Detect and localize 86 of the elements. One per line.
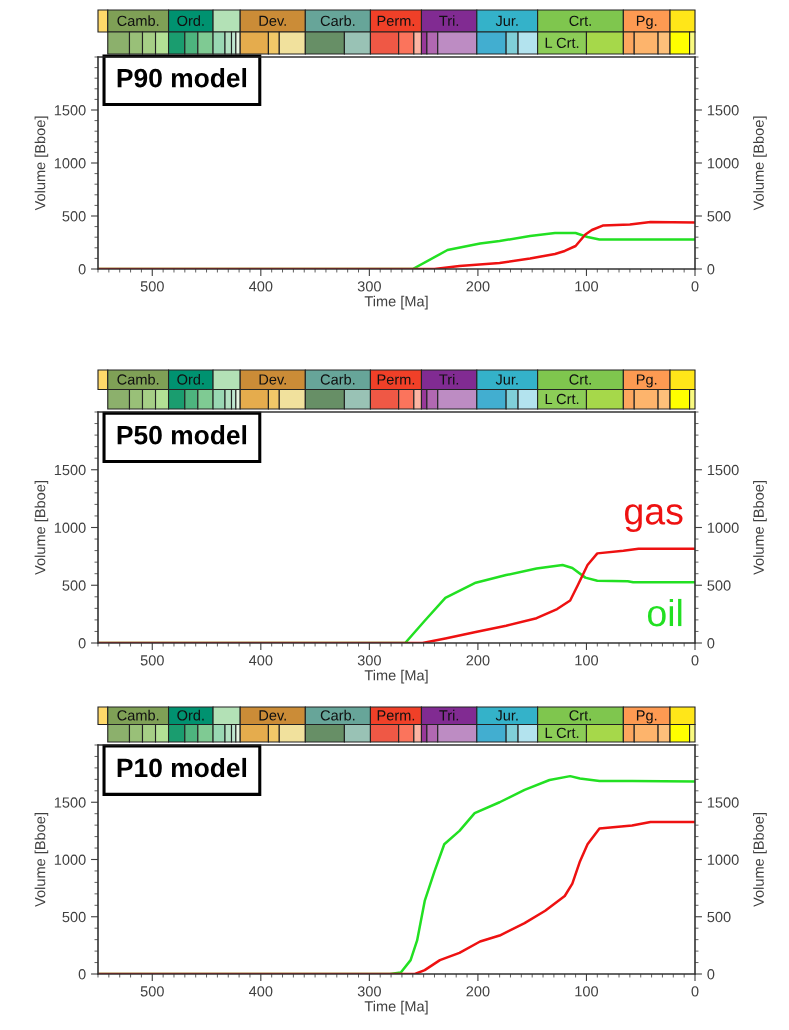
- y2-tick-label: 1000: [707, 854, 739, 865]
- text: Jur.: [495, 15, 518, 27]
- text: Ord.: [177, 709, 204, 721]
- x-tick-label: 400: [248, 655, 273, 666]
- x-tick-label: 200: [466, 281, 490, 292]
- text: Crt.: [569, 15, 591, 27]
- text: Jur.: [495, 710, 518, 721]
- y2-axis-title: Volume [Bboe]: [753, 813, 767, 907]
- y2-tick-label: 500: [707, 211, 731, 222]
- text: Ord.: [177, 15, 204, 27]
- y-tick-label: 1500: [54, 797, 86, 808]
- chart-title: P10 model: [117, 757, 247, 778]
- text: Tri.: [439, 15, 459, 26]
- text: Pg.: [636, 710, 657, 724]
- text: Tri.: [439, 373, 459, 385]
- x-tick-label: 500: [140, 986, 164, 997]
- y2-tick-label: 1500: [707, 464, 739, 476]
- y-tick-label: 1000: [54, 854, 86, 865]
- text: L Crt.: [545, 37, 579, 49]
- text: L Crt.: [545, 727, 579, 739]
- y2-tick-label: 0: [707, 969, 715, 980]
- y2-tick-label: 1000: [707, 158, 739, 169]
- x-axis-title: Time [Ma]: [364, 295, 428, 310]
- x-tick-label: 100: [575, 281, 599, 292]
- x-tick-label: 500: [140, 655, 164, 666]
- y-tick-label: 500: [62, 911, 86, 923]
- text: Perm.: [377, 374, 415, 385]
- x-tick-label: 300: [357, 986, 381, 997]
- x-tick-label: 0: [691, 986, 699, 997]
- text: Pg.: [636, 15, 657, 29]
- x-tick-label: 500: [140, 281, 164, 292]
- y2-tick-label: 1500: [707, 105, 739, 116]
- x-tick-label: 200: [466, 655, 490, 666]
- text: Carb.: [320, 709, 355, 721]
- text: Tri.: [439, 709, 459, 721]
- x-tick-label: 400: [248, 281, 273, 292]
- text: Dev.: [259, 710, 286, 721]
- text: Camb.: [117, 709, 159, 721]
- y-tick-label: 1000: [54, 522, 86, 533]
- x-tick-label: 0: [691, 281, 699, 292]
- y2-axis-title: Volume [Bboe]: [753, 481, 767, 575]
- y-tick-label: 0: [78, 264, 86, 275]
- y2-tick-label: 500: [707, 580, 731, 591]
- text: Ord.: [177, 373, 204, 385]
- y2-tick-label: 500: [707, 911, 731, 923]
- y-tick-label: 500: [62, 211, 86, 222]
- series-label: oil: [647, 598, 682, 627]
- y-tick-label: 1500: [54, 464, 86, 476]
- text: Camb.: [117, 373, 159, 385]
- x-tick-label: 100: [575, 986, 599, 997]
- y-axis-title: Volume [Bboe]: [34, 813, 49, 907]
- text: Perm.: [377, 710, 415, 721]
- y-tick-label: 1500: [54, 105, 86, 116]
- series-label: gas: [625, 504, 683, 533]
- x-axis-title: Time [Ma]: [364, 669, 428, 684]
- y-axis-title: Volume [Bboe]: [34, 481, 49, 575]
- y2-axis-title: Volume [Bboe]: [753, 116, 767, 211]
- x-tick-label: 200: [466, 986, 490, 997]
- text: Pg.: [636, 374, 657, 388]
- x-tick-label: 400: [248, 986, 273, 997]
- y-tick-label: 0: [78, 969, 86, 980]
- y-tick-label: 1000: [54, 158, 86, 169]
- y2-tick-label: 0: [707, 638, 715, 649]
- x-tick-label: 100: [575, 655, 599, 666]
- y-axis-title: Volume [Bboe]: [34, 116, 49, 211]
- y-tick-label: 0: [78, 638, 86, 649]
- chart-title: P50 model: [117, 425, 247, 445]
- y2-tick-label: 1000: [707, 522, 739, 533]
- text: Dev.: [259, 374, 286, 385]
- text: Carb.: [320, 15, 355, 27]
- text: Jur.: [495, 374, 518, 385]
- y2-tick-label: 1500: [707, 797, 739, 808]
- text: Perm.: [377, 15, 415, 27]
- x-tick-label: 0: [691, 655, 699, 666]
- text: Carb.: [320, 373, 355, 385]
- y-tick-label: 500: [62, 580, 86, 591]
- text: Crt.: [569, 374, 591, 385]
- x-tick-label: 300: [357, 655, 381, 666]
- x-tick-label: 300: [357, 281, 381, 292]
- text: Dev.: [259, 15, 286, 27]
- text: Crt.: [569, 710, 591, 721]
- x-axis-title: Time [Ma]: [364, 1000, 428, 1015]
- text: L Crt.: [545, 393, 579, 405]
- y2-tick-label: 0: [707, 264, 715, 275]
- text: Camb.: [117, 15, 159, 27]
- chart-title: P90 model: [117, 68, 247, 88]
